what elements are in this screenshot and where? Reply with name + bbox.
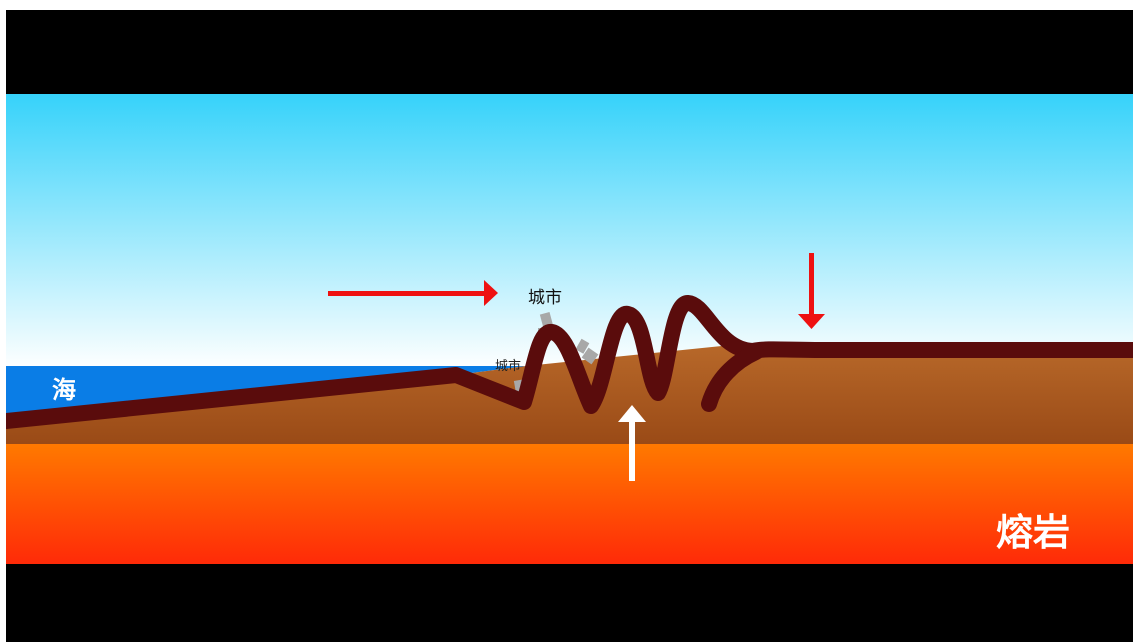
magma-label: 熔岩: [996, 511, 1070, 554]
plate-boundary-line: [6, 295, 1133, 429]
fold-tail: [701, 344, 764, 412]
sky: [6, 94, 1133, 384]
compression-arrow: [328, 280, 498, 306]
sea-label: 海: [52, 376, 76, 404]
letterbox-top: [6, 10, 1133, 94]
uplift-arrow: [618, 405, 646, 481]
city-label-lower: 城市: [495, 358, 521, 374]
letterbox-bottom: [6, 564, 1133, 642]
tectonic-diagram: 海 城市 城市 熔岩: [6, 10, 1133, 642]
diagram-frame: 海 城市 城市 熔岩: [6, 10, 1133, 642]
magma-layer: [6, 443, 1133, 564]
subsidence-arrow: [798, 253, 825, 329]
city-label-upper: 城市: [528, 288, 562, 308]
crust-layer: [6, 343, 1133, 444]
